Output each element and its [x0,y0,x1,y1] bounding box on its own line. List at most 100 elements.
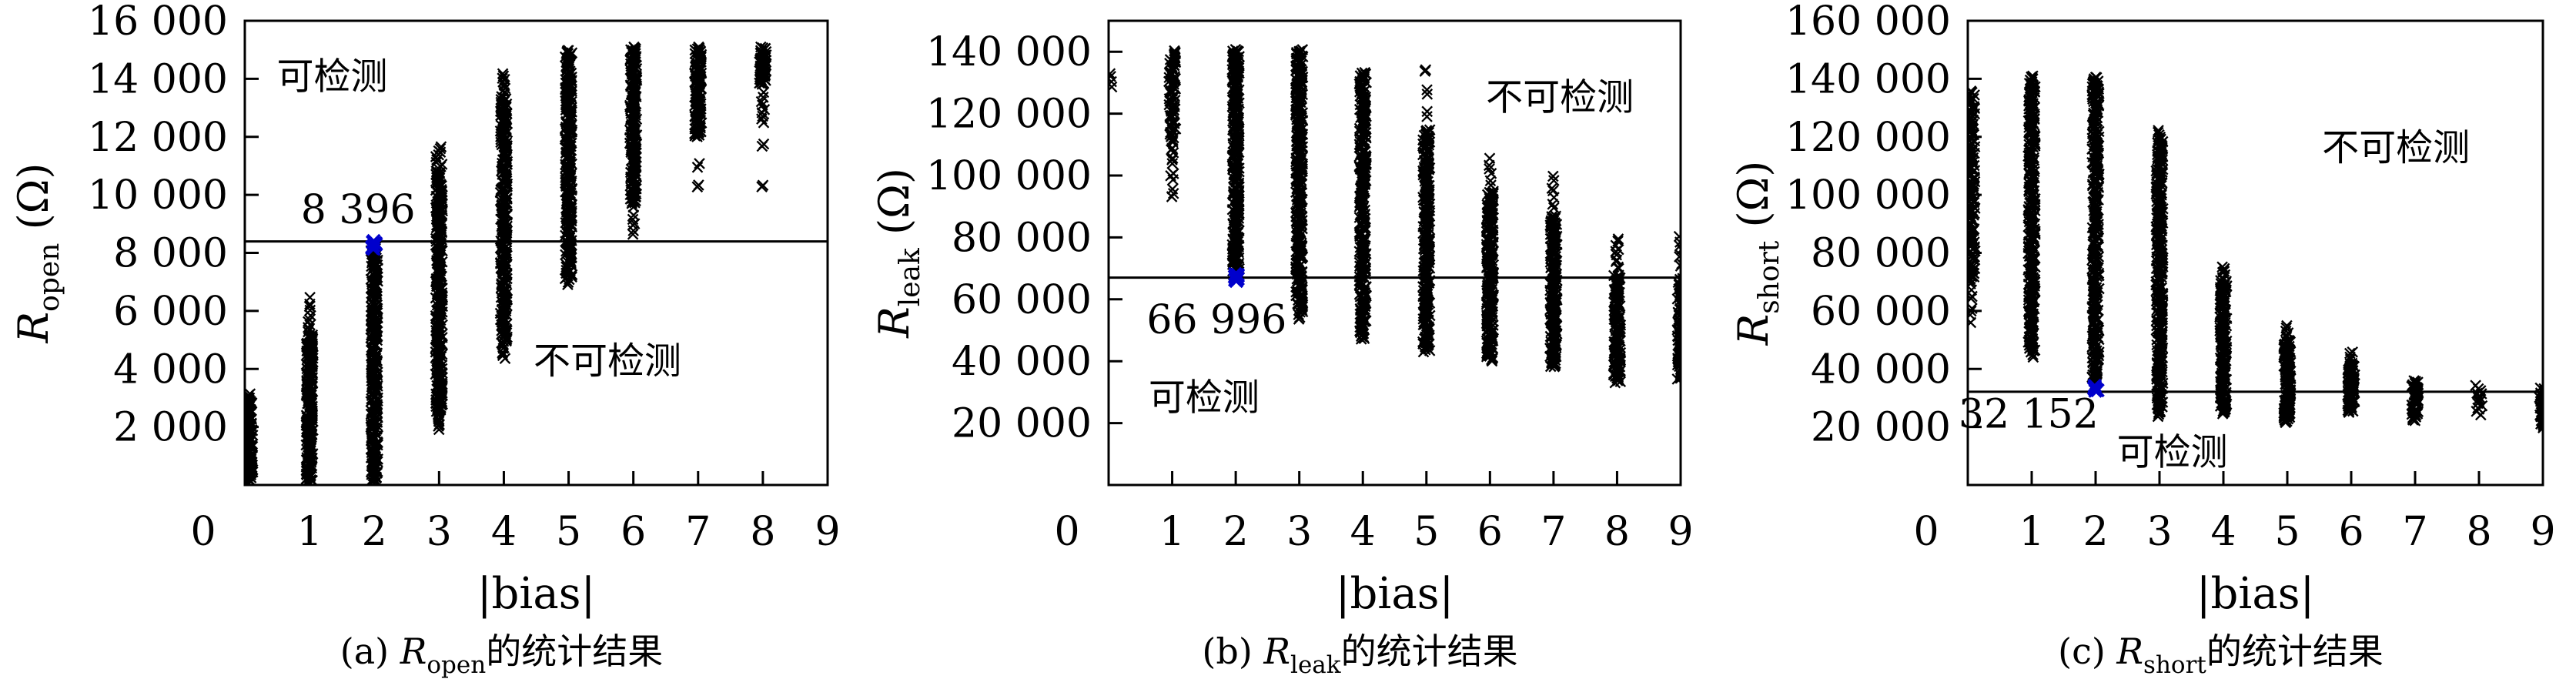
x-tick-label-c: 9 [2530,509,2555,555]
region-label-c-0: 不可检测 [2322,126,2470,169]
y-tick-label-b: 20 000 [952,401,1092,447]
x-tick-label-a: 5 [556,509,581,555]
x-tick-label-c: 3 [2146,509,2172,555]
y-tick-label-a: 14 000 [88,56,228,102]
y-tick-label-c: 60 000 [1811,289,1951,335]
y-tick-label-c: 140 000 [1785,56,1951,102]
y-tick-label-b: 80 000 [952,215,1092,261]
highlight-markers-b [1227,266,1246,289]
x-tick-label-a: 4 [491,509,517,555]
data-strip-a-x0.07 [245,388,259,485]
x-tick-label-b: 5 [1413,509,1439,555]
data-strip-c-x5 [2278,319,2297,429]
data-strip-c-x7 [2406,375,2424,426]
y-tick-label-c: 120 000 [1785,115,1951,161]
x-tick-label-b: 2 [1223,509,1249,555]
x-tick-label-a: 0 [190,509,216,555]
y-tick-label-a: 12 000 [88,115,228,161]
highlight-markers-c [2086,378,2105,398]
y-tick-label-a: 2 000 [113,405,228,451]
y-tick-label-c: 160 000 [1785,0,1951,45]
data-strip-b-x5 [1417,64,1436,358]
y-tick-label-b: 140 000 [926,29,1092,75]
x-tick-label-b: 8 [1604,509,1630,555]
data-strip-a-x4 [494,68,514,365]
x-tick-label-b: 9 [1668,509,1693,555]
x-tick-label-b: 0 [1054,509,1079,555]
y-tick-label-b: 60 000 [952,277,1092,323]
highlight-markers-a [365,233,383,256]
data-strip-c-x1 [2022,70,2041,363]
data-strip-c-x9 [2534,382,2543,434]
data-strip-b-x4 [1353,66,1373,345]
x-tick-label-a: 9 [815,509,840,555]
chart-b: 20 000 40 000 60 000 80 000 100 000 120 000 14… [870,19,1694,679]
region-label-a-0: 可检测 [277,55,388,99]
data-strip-b-x0.04 [1109,68,1118,93]
data-strip-c-x3 [2150,125,2169,423]
y-tick-label-c: 80 000 [1811,231,1951,277]
caption-b: (b) Rleak的统计结果 [1202,630,1517,679]
x-axis-title-b: |bias| [1336,569,1454,619]
x-tick-label-b: 3 [1286,509,1312,555]
threshold-label-a: 8 396 [301,187,416,233]
y-tick-label-a: 4 000 [113,346,228,393]
threshold-label-b: 66 996 [1146,297,1286,343]
x-tick-label-c: 5 [2274,509,2300,555]
x-tick-label-a: 8 [750,509,775,555]
data-strip-b-x9 [1671,230,1681,385]
y-tick-label-b: 40 000 [952,339,1092,385]
data-strip-b-x2 [1226,43,1245,283]
y-tick-label-a: 6 000 [113,289,228,335]
x-tick-label-b: 1 [1159,509,1185,555]
x-axis-title-c: |bias| [2196,569,2315,619]
x-tick-label-c: 6 [2338,509,2364,555]
y-axis-title-a: Ropen (Ω) [9,163,65,344]
data-strip-a-x6 [624,41,643,240]
data-strip-b-x3 [1290,44,1309,325]
x-tick-label-a: 1 [297,509,323,555]
caption-a: (a) Ropen的统计结果 [340,630,663,679]
x-tick-label-a: 3 [427,509,452,555]
x-tick-label-b: 6 [1477,509,1503,555]
plot-border-b [1107,19,1682,487]
region-label-b-1: 可检测 [1149,376,1260,419]
caption-c: (c) Rshort的统计结果 [2058,630,2384,679]
region-label-c-1: 可检测 [2117,431,2228,474]
region-label-a-1: 不可检测 [534,339,681,383]
data-strip-a-x5 [559,45,578,291]
x-tick-label-c: 1 [2019,509,2044,555]
data-strip-a-x1 [300,291,319,485]
data-strip-c-x2 [2086,71,2105,390]
x-tick-label-c: 0 [1913,509,1939,555]
data-strip-c-x6 [2342,346,2360,419]
y-tick-label-c: 100 000 [1785,172,1951,219]
data-strip-b-x7 [1544,170,1563,373]
x-tick-label-a: 7 [685,509,711,555]
data-strip-c-x0.06 [1968,85,1981,329]
y-tick-label-a: 16 000 [88,0,228,45]
data-strip-b-x6 [1480,152,1500,367]
y-tick-label-a: 8 000 [113,231,228,277]
data-strip-b-x8 [1607,233,1627,389]
y-tick-label-c: 20 000 [1811,405,1951,451]
y-tick-label-a: 10 000 [88,172,228,219]
y-axis-title-c: Rshort (Ω) [1729,161,1785,346]
chart-a: 2 000 4 000 6 000 8 000 10 000 12 000 14 000 16… [9,0,841,679]
data-strip-a-x2 [365,237,384,485]
region-label-b-0: 不可检测 [1486,75,1634,119]
data-strip-c-x4 [2214,261,2233,420]
x-tick-label-a: 2 [362,509,387,555]
x-tick-label-c: 4 [2210,509,2236,555]
y-tick-label-c: 40 000 [1811,346,1951,393]
threshold-label-c: 32 152 [1959,392,2099,438]
y-tick-label-b: 100 000 [926,153,1092,199]
x-tick-label-c: 8 [2466,509,2491,555]
data-strip-a-x3 [430,141,449,436]
y-tick-label-b: 120 000 [926,92,1092,138]
data-strip-a-x8 [754,41,772,193]
x-tick-label-c: 2 [2083,509,2108,555]
